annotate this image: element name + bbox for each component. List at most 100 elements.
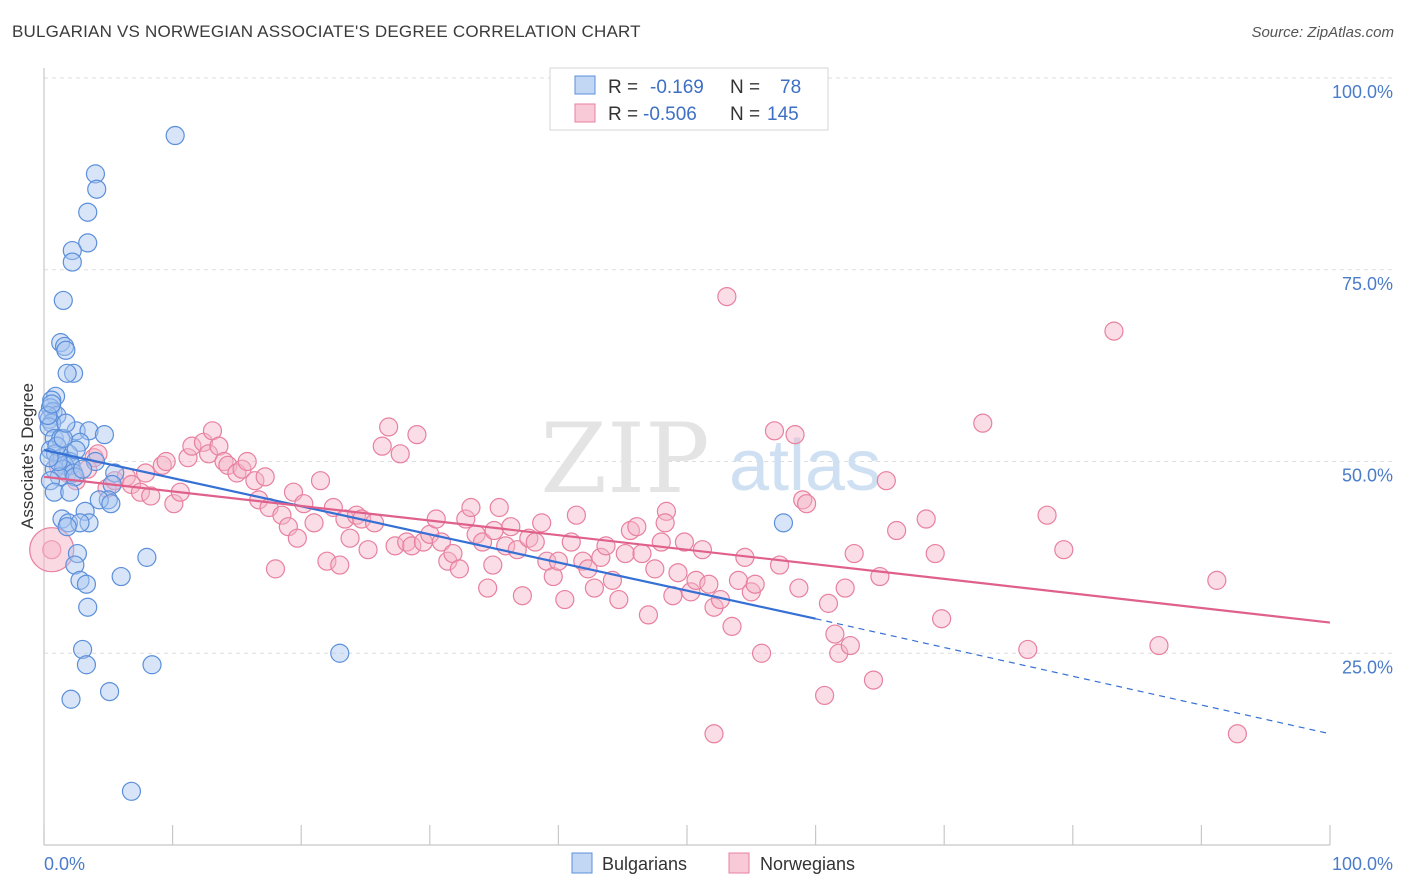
bulgarians-point — [65, 555, 85, 575]
norwegians-point — [686, 570, 706, 590]
bulgarians-point — [62, 240, 82, 261]
norwegians-point — [265, 559, 286, 579]
norwegians-point — [796, 494, 817, 514]
bulgarians-point — [38, 405, 58, 426]
bulgarians-point — [63, 363, 84, 383]
norwegians-point — [835, 578, 855, 598]
watermark-atlas: atlas — [729, 426, 881, 506]
bulgarians-point — [101, 494, 121, 514]
norwegians-point — [209, 436, 229, 456]
bulgarians-point — [85, 164, 106, 184]
series-legend-label-norwegians[interactable]: Norwegians — [760, 854, 855, 874]
norwegians-point — [645, 559, 665, 579]
norwegians-point — [525, 532, 545, 552]
norwegians-point — [584, 578, 605, 598]
x-tick-label-max: 100.0% — [1332, 854, 1393, 874]
norwegians-point — [1227, 724, 1248, 744]
norwegians-point — [397, 532, 417, 552]
norwegians-point — [255, 467, 275, 487]
bulgarians-point — [89, 490, 109, 510]
bulgarians-point — [121, 781, 142, 801]
bulgarians-point — [42, 394, 62, 414]
norwegians-point — [164, 494, 184, 514]
norwegians-point — [627, 517, 647, 537]
norwegians-point — [932, 609, 952, 629]
norwegians-point — [632, 543, 652, 564]
stats-legend-n-value-norwegians: 145 — [767, 104, 799, 125]
norwegians-point — [566, 505, 587, 525]
norwegians-point — [655, 513, 675, 533]
bulgarians-point — [94, 425, 115, 445]
norwegians-point — [973, 413, 993, 433]
stats-legend-n-label-bulgarians: N = — [730, 77, 760, 98]
y-tick-label-100: 100.0% — [1332, 82, 1393, 102]
norwegians-point — [294, 494, 314, 514]
norwegians-point — [543, 566, 563, 587]
bulgarians-trend-line-extension — [815, 618, 1331, 735]
bulgarians-point — [56, 413, 76, 433]
norwegians-point — [1149, 635, 1169, 656]
norwegians-point — [310, 471, 331, 491]
norwegians-point — [489, 497, 509, 518]
norwegians-point — [484, 520, 504, 541]
norwegians-point — [340, 528, 360, 548]
norwegians-point — [825, 624, 845, 644]
norwegians-point — [407, 425, 427, 445]
norwegians-point — [156, 451, 176, 472]
bulgarians-point — [87, 179, 107, 199]
chart-title: BULGARIAN VS NORWEGIAN ASSOCIATE'S DEGRE… — [12, 22, 641, 41]
norwegians-point — [379, 417, 399, 437]
norwegians-point — [704, 724, 724, 744]
stats-legend-box — [549, 67, 829, 131]
norwegians-point — [178, 448, 198, 468]
norwegians-point — [876, 471, 896, 491]
norwegians-point — [704, 597, 724, 617]
norwegians-point — [674, 532, 695, 552]
norwegians-point — [287, 528, 307, 548]
norwegians-point-large — [29, 527, 75, 573]
bulgarians-point — [99, 681, 120, 702]
norwegians-point — [317, 551, 337, 571]
norwegians-point — [887, 520, 907, 541]
stats-legend-r-value-bulgarians: -0.169 — [650, 77, 704, 98]
norwegians-point — [152, 455, 172, 475]
series-legend-swatch-norwegians[interactable] — [728, 852, 750, 874]
norwegians-point — [141, 486, 161, 506]
norwegians-point — [818, 593, 839, 613]
stats-legend-swatch-norwegians — [574, 103, 596, 123]
x-tick-labels: 0.0% 100.0% — [44, 854, 1393, 874]
stats-legend-n-value-bulgarians: 78 — [780, 77, 801, 98]
norwegians-point — [372, 436, 392, 456]
norwegians-point — [358, 540, 378, 560]
norwegians-point — [1054, 540, 1074, 560]
bulgarians-point — [165, 125, 185, 146]
bulgarians-point — [330, 643, 350, 663]
bulgarians-point — [53, 290, 73, 311]
bulgarians-point — [111, 566, 131, 587]
bulgarians-point — [78, 233, 98, 253]
bulgarians-point — [142, 655, 162, 675]
bulgarians-point — [78, 202, 98, 222]
norwegians-point — [483, 555, 503, 575]
norwegians-point — [214, 451, 234, 472]
norwegians-point — [699, 574, 719, 594]
source-label: Source: ZipAtlas.com — [1251, 24, 1394, 41]
bulgarians-point — [105, 463, 125, 483]
bulgarians-point — [47, 436, 67, 456]
bulgarians-point — [62, 252, 82, 272]
series-legend: Bulgarians Norwegians — [571, 852, 855, 874]
norwegians-point — [1037, 505, 1057, 525]
norwegians-point — [461, 497, 481, 518]
y-tick-label-25: 25.0% — [1342, 657, 1393, 677]
series-legend-label-bulgarians[interactable]: Bulgarians — [602, 854, 687, 874]
norwegians-point — [668, 563, 688, 583]
bulgarians-point — [773, 513, 794, 533]
series-legend-swatch-bulgarians[interactable] — [571, 852, 593, 874]
norwegians-point — [609, 589, 629, 610]
bulgarians-point — [72, 459, 93, 479]
bulgarians-point — [66, 440, 86, 460]
norwegians-point — [722, 616, 742, 637]
norwegians-point — [844, 543, 864, 564]
watermark-zip: ZIP — [540, 403, 709, 515]
norwegians-point — [532, 513, 552, 533]
